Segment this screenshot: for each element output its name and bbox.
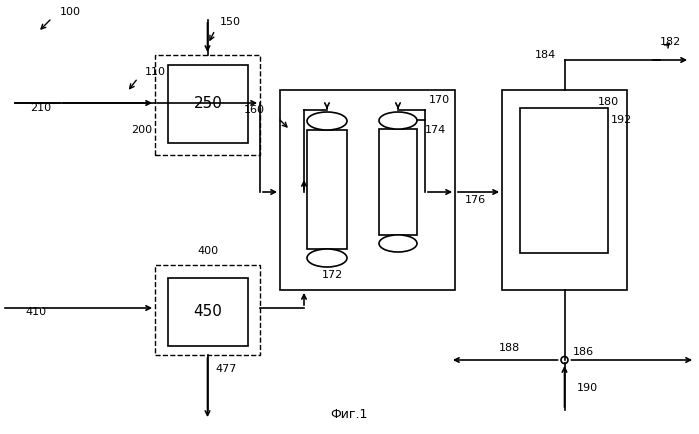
Bar xyxy=(168,65,248,143)
Text: 410: 410 xyxy=(25,307,46,317)
Bar xyxy=(307,130,347,249)
Text: 210: 210 xyxy=(30,103,51,113)
Text: 180: 180 xyxy=(598,97,619,107)
Bar xyxy=(168,278,248,346)
Text: 176: 176 xyxy=(465,195,486,205)
Text: 186: 186 xyxy=(572,347,593,357)
Bar xyxy=(155,265,260,355)
Text: 110: 110 xyxy=(145,67,166,77)
Bar xyxy=(520,108,608,253)
Bar xyxy=(155,55,260,155)
Text: Фиг.1: Фиг.1 xyxy=(331,408,368,421)
Text: 450: 450 xyxy=(194,305,222,319)
Text: 192: 192 xyxy=(611,115,633,125)
Text: 200: 200 xyxy=(131,125,152,135)
Text: 170: 170 xyxy=(429,95,450,105)
Text: 150: 150 xyxy=(220,17,241,27)
Text: 250: 250 xyxy=(194,96,222,112)
Text: 190: 190 xyxy=(577,383,598,393)
Text: 477: 477 xyxy=(215,364,237,374)
Ellipse shape xyxy=(379,235,417,252)
Ellipse shape xyxy=(379,112,417,129)
Ellipse shape xyxy=(307,112,347,130)
Text: 188: 188 xyxy=(499,343,520,353)
Ellipse shape xyxy=(307,249,347,267)
Text: 172: 172 xyxy=(322,270,343,280)
Text: 174: 174 xyxy=(425,125,446,135)
Text: 400: 400 xyxy=(197,246,218,256)
Text: 100: 100 xyxy=(60,7,81,17)
Text: 184: 184 xyxy=(535,50,556,60)
Bar xyxy=(502,90,627,290)
Bar xyxy=(280,90,455,290)
Text: 160: 160 xyxy=(244,105,265,115)
Text: 182: 182 xyxy=(660,37,682,47)
Bar xyxy=(379,129,417,235)
